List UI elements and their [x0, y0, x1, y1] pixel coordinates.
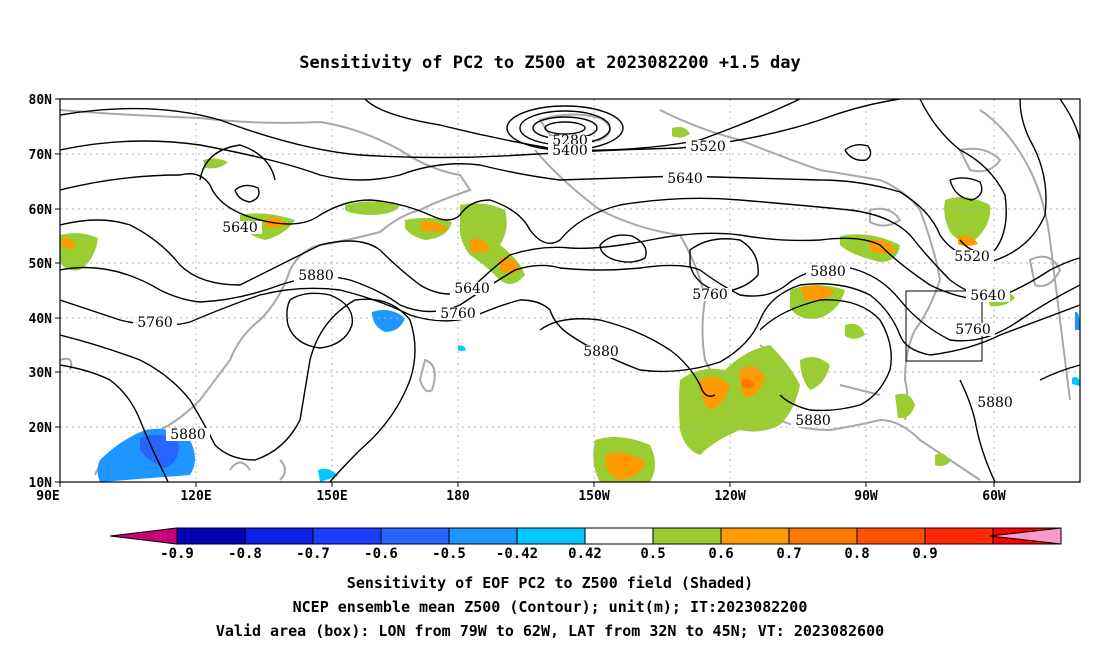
colorbar-swatch [856, 527, 926, 545]
colorbar [109, 527, 1062, 545]
lon-label: 90W [854, 489, 878, 504]
contour-label: 5400 [548, 143, 592, 159]
contour-label-5880: 5880 [810, 264, 846, 280]
contour-label-5880: 5880 [170, 427, 206, 443]
contour-label-5760: 5760 [137, 315, 173, 331]
contour-label: 5520 [686, 139, 730, 155]
colorbar-label: -0.9 [160, 546, 194, 562]
lon-label: 120W [714, 489, 745, 504]
lat-label: 60N [29, 203, 53, 218]
axis-ticks [55, 98, 995, 487]
contour-label: 5880 [806, 264, 850, 280]
lon-label: 150W [578, 489, 609, 504]
lat-label: 20N [29, 421, 53, 436]
contour-label-5760: 5760 [440, 306, 476, 322]
colorbar-swatch [312, 527, 382, 545]
contour-label: 5880 [166, 427, 210, 443]
colorbar-swatch [652, 527, 722, 545]
colorbar-swatch [924, 527, 994, 545]
lat-label: 70N [29, 148, 53, 163]
contour-label: 5760 [951, 322, 995, 338]
lat-label: 80N [29, 93, 53, 108]
contour-label: 5880 [791, 413, 835, 429]
colorbar-swatch [448, 527, 518, 545]
contour-label-5880: 5880 [795, 413, 831, 429]
colorbar-swatch [516, 527, 586, 545]
lat-label: 10N [29, 476, 53, 491]
colorbar-label: -0.42 [496, 546, 538, 562]
colorbar-label: 0.6 [708, 546, 733, 562]
caption-line: Valid area (box): LON from 79W to 62W, L… [216, 622, 884, 640]
contour-label-5640: 5640 [222, 220, 258, 236]
contour-label-5640: 5640 [970, 288, 1006, 304]
lon-label: 60W [982, 489, 1006, 504]
colorbar-swatch [244, 527, 314, 545]
caption-line: NCEP ensemble mean Z500 (Contour); unit(… [293, 598, 808, 616]
lon-label: 120E [180, 489, 211, 504]
lon-label: 180 [446, 489, 470, 504]
contour-label: 5760 [133, 315, 177, 331]
contour-label-5760: 5760 [955, 322, 991, 338]
colorbar-swatch [720, 527, 790, 545]
colorbar-max-arrow [989, 527, 1062, 545]
contour-label: 5880 [294, 268, 338, 284]
lat-label: 50N [29, 257, 53, 272]
contour-label-5880: 5880 [298, 268, 334, 284]
contour-label-layer: 5280 5400 5520 5640 5640 5640 5760 5760 … [133, 133, 1017, 443]
colorbar-label: -0.8 [228, 546, 262, 562]
colorbar-label: -0.6 [364, 546, 398, 562]
contour-label: 5520 [950, 249, 994, 265]
map-frame [59, 98, 1081, 483]
colorbar-swatch [584, 527, 654, 545]
contour-label: 5760 [688, 287, 732, 303]
contour-label: 5760 [436, 306, 480, 322]
contour-label: 5640 [663, 171, 707, 187]
contour-label: 5640 [966, 288, 1010, 304]
colorbar-label: 0.9 [912, 546, 937, 562]
figure-title: Sensitivity of PC2 to Z500 at 2023082200… [299, 53, 801, 73]
contour-label: 5880 [973, 395, 1017, 411]
contour-label-5640: 5640 [454, 281, 490, 297]
contour-label: 5640 [218, 220, 262, 236]
lat-label: 40N [29, 312, 53, 327]
colorbar-label: 0.42 [568, 546, 602, 562]
colorbar-label: 0.8 [844, 546, 869, 562]
colorbar-label: -0.5 [432, 546, 466, 562]
contour-label-5400: 5400 [552, 143, 588, 159]
contour-label-5520: 5520 [690, 139, 726, 155]
lon-label: 150E [316, 489, 347, 504]
contour-label-5640: 5640 [667, 171, 703, 187]
colorbar-swatch [176, 527, 246, 545]
contour-label: 5880 [579, 344, 623, 360]
lat-label: 30N [29, 366, 53, 381]
caption-line: Sensitivity of EOF PC2 to Z500 field (Sh… [347, 574, 753, 592]
colorbar-label: 0.5 [640, 546, 665, 562]
colorbar-swatch [380, 527, 450, 545]
contour-label-5520: 5520 [954, 249, 990, 265]
contour-label-5760: 5760 [692, 287, 728, 303]
colorbar-min-arrow [109, 527, 178, 545]
contour-label: 5640 [450, 281, 494, 297]
colorbar-label: 0.7 [776, 546, 801, 562]
contour-label-5880: 5880 [977, 395, 1013, 411]
colorbar-swatch [788, 527, 858, 545]
colorbar-label: -0.7 [296, 546, 330, 562]
lon-label: 90E [36, 489, 59, 504]
contour-label-5880: 5880 [583, 344, 619, 360]
